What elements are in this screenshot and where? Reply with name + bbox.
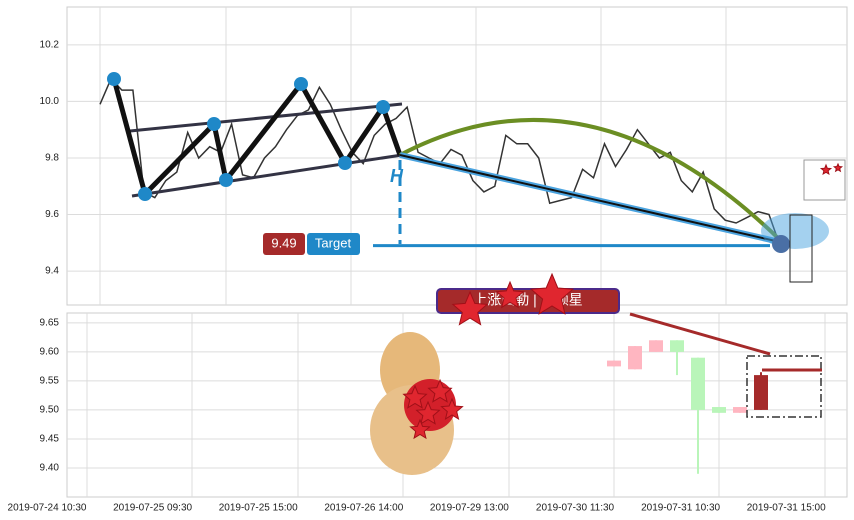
star [402,384,428,409]
plot-layer: 9.4 9.6 9.8 10.0 10.2 9.65 9.60 9.55 9.50 9.45 9.4… [8,40,847,514]
y-tick-label: 9.40 [40,463,60,474]
x-tick-label: 2019-07-24 10:30 [8,503,87,514]
x-tick-label: 2019-07-31 10:30 [641,503,720,514]
star [529,272,575,315]
y-tick-label: 9.6 [45,209,59,220]
candle-body [649,340,663,352]
x-tick-label: 2019-07-26 14:00 [324,503,403,514]
y-tick-label: 9.45 [40,434,60,445]
x-tick-label: 2019-07-25 15:00 [219,503,298,514]
star [409,418,431,440]
star [440,397,464,420]
y-tick-label: 9.65 [40,318,60,329]
y-tick-label: 9.4 [45,266,59,277]
y-tick-label: 9.55 [40,376,60,387]
y-tick-label: 10.0 [40,96,60,107]
bottom-panel [66,312,848,498]
star [415,400,441,425]
star [819,163,833,176]
star [833,162,843,173]
annotation: H [390,166,404,186]
target-price: 9.49 [271,235,296,250]
candle-body [607,360,621,367]
star [451,290,489,326]
y-tick-label: 10.2 [40,40,60,51]
x-tick-label: 2019-07-29 13:00 [430,503,509,514]
y-tick-label: 9.8 [45,153,59,164]
x-tick-label: 2019-07-25 09:30 [113,503,192,514]
top-panel [66,6,848,306]
candle-body [712,407,726,413]
target-label: Target [315,235,352,250]
candle-body [733,407,747,413]
candle-body [670,340,684,352]
x-tick-label: 2019-07-30 11:30 [536,503,615,514]
y-tick-label: 9.50 [40,405,60,416]
candle-body [754,375,768,410]
y-tick-label: 9.60 [40,347,60,358]
pattern-decoration [107,72,846,475]
candle-body [628,346,642,370]
candle-body [691,357,705,410]
star [427,378,453,403]
star [495,280,525,309]
x-tick-label: 2019-07-31 15:00 [747,503,826,514]
